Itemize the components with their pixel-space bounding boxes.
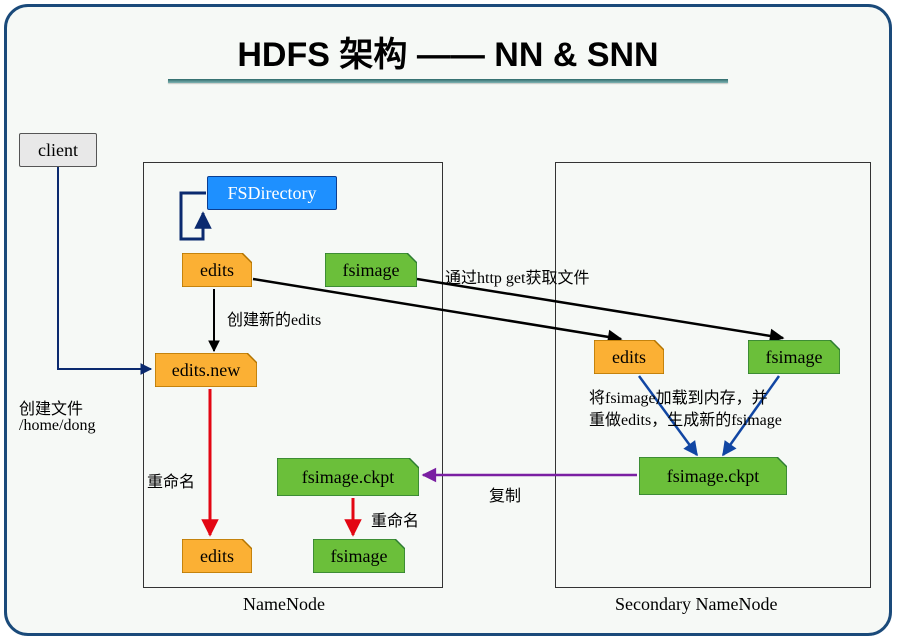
node-client: client — [19, 133, 97, 167]
node-fsimage-1-label: fsimage — [343, 260, 400, 281]
title-underline — [168, 79, 728, 83]
label-rename-2: 重命名 — [371, 507, 419, 531]
node-edits-2-label: edits — [200, 546, 234, 567]
node-fsimage-ckpt-right: fsimage.ckpt — [639, 457, 787, 495]
node-fsimage-2: fsimage — [313, 539, 405, 573]
label-create-edits: 创建新的edits — [227, 306, 321, 330]
node-edits-1: edits — [182, 253, 252, 287]
node-fsimage-ckpt-left: fsimage.ckpt — [277, 458, 419, 496]
node-edits-2: edits — [182, 539, 252, 573]
label-secondary: Secondary NameNode — [615, 594, 815, 615]
label-reload-1: 将fsimage加载到内存，并 — [589, 384, 768, 408]
label-create-file-1: 创建文件 — [19, 395, 83, 419]
node-edits-right-label: edits — [612, 347, 646, 368]
node-fsimage-right: fsimage — [748, 340, 840, 374]
label-namenode: NameNode — [243, 594, 443, 615]
label-http-get: 通过http get获取文件 — [445, 264, 589, 288]
node-fsimage-right-label: fsimage — [766, 347, 823, 368]
node-edits-new-label: edits.new — [172, 360, 240, 381]
node-client-label: client — [38, 140, 78, 161]
node-fsdirectory-label: FSDirectory — [228, 183, 317, 204]
node-edits-1-label: edits — [200, 260, 234, 281]
label-reload-2: 重做edits，生成新的fsimage — [589, 406, 782, 430]
page-title: HDFS 架构 —— NN & SNN — [7, 27, 889, 76]
node-fsimage-ckpt-right-label: fsimage.ckpt — [667, 466, 759, 487]
label-rename-1: 重命名 — [147, 468, 195, 492]
node-fsimage-2-label: fsimage — [331, 546, 388, 567]
node-edits-right: edits — [594, 340, 664, 374]
node-fsimage-ckpt-left-label: fsimage.ckpt — [302, 467, 394, 488]
node-fsdirectory: FSDirectory — [207, 176, 337, 210]
node-fsimage-1: fsimage — [325, 253, 417, 287]
label-create-file-2: /home/dong — [19, 417, 95, 435]
node-edits-new: edits.new — [155, 353, 257, 387]
container-secondary — [555, 162, 871, 588]
label-copy: 复制 — [489, 482, 521, 506]
outer-frame: HDFS 架构 —— NN & SNN NameNode Secondary N… — [4, 4, 892, 636]
